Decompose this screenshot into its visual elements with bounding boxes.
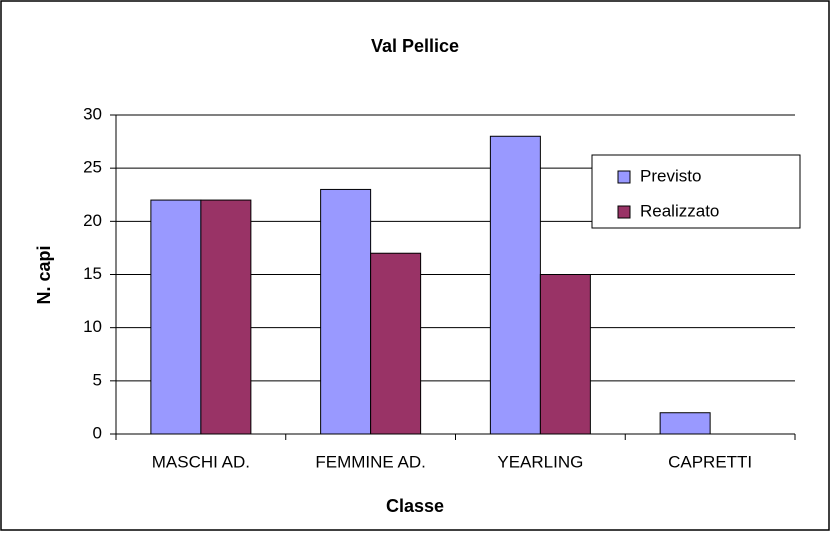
bar: [320, 188, 372, 435]
bar: [489, 135, 541, 435]
x-tick-label: FEMMINE AD.: [315, 452, 426, 471]
bar: [370, 252, 422, 435]
x-tick-label: CAPRETTI: [668, 452, 752, 471]
y-tick-label: 25: [83, 158, 102, 177]
bar: [659, 412, 711, 435]
legend-swatch: [617, 205, 631, 219]
y-tick-label: 30: [83, 104, 102, 123]
legend-swatch: [617, 170, 631, 184]
y-tick-label: 15: [83, 264, 102, 283]
bar: [150, 199, 202, 435]
x-tick-label: MASCHI AD.: [152, 452, 250, 471]
chart-title: Val Pellice: [371, 36, 459, 56]
y-tick-label: 10: [83, 317, 102, 336]
y-tick-label: 0: [93, 423, 102, 442]
bar: [200, 199, 252, 435]
legend-label: Realizzato: [640, 201, 719, 220]
legend-label: Previsto: [640, 166, 701, 185]
y-tick-label: 5: [93, 370, 102, 389]
y-axis-label: N. capi: [34, 245, 54, 304]
x-tick-label: YEARLING: [497, 452, 583, 471]
bar: [539, 274, 591, 435]
y-tick-label: 20: [83, 211, 102, 230]
x-axis-label: Classe: [386, 496, 444, 516]
